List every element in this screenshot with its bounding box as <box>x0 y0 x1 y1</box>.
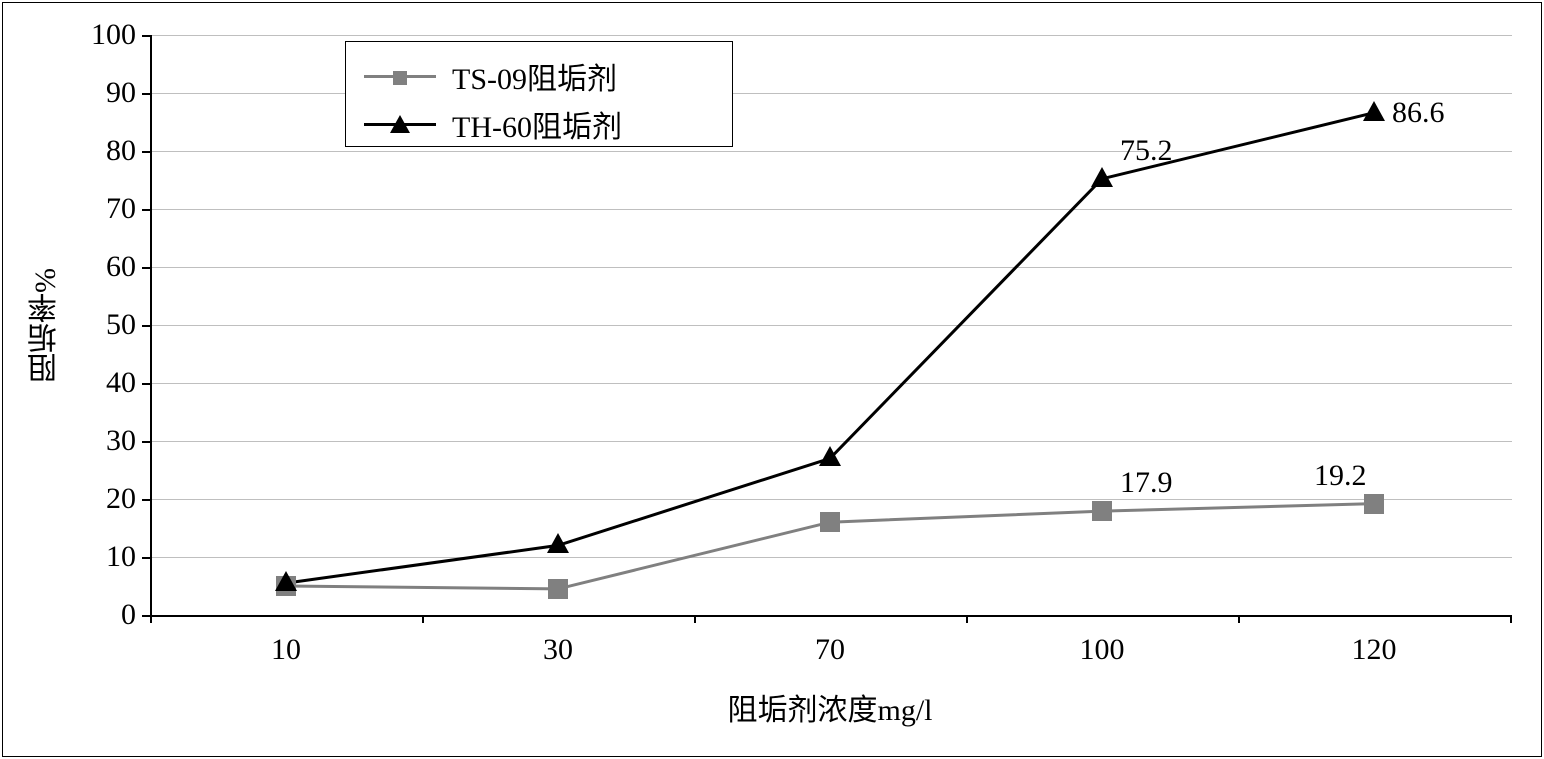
triangle-shape <box>1363 101 1385 121</box>
y-tick-label: 70 <box>106 192 136 226</box>
y-tick-label: 100 <box>91 18 136 52</box>
marker-square <box>820 512 840 532</box>
x-tickmark <box>694 615 696 623</box>
x-tick-label: 70 <box>815 633 845 667</box>
data-label: 86.6 <box>1392 96 1445 130</box>
data-label: 75.2 <box>1120 134 1173 168</box>
y-tickmark <box>142 209 150 211</box>
x-tickmark <box>150 615 152 623</box>
x-tick-label: 10 <box>271 633 301 667</box>
y-tickmark <box>142 151 150 153</box>
x-tick-label: 30 <box>543 633 573 667</box>
y-tick-label: 0 <box>121 598 136 632</box>
gridline-h <box>152 151 1512 152</box>
x-tick-label: 120 <box>1352 633 1397 667</box>
gridline-h <box>152 325 1512 326</box>
gridline-h <box>152 441 1512 442</box>
gridline-h <box>152 35 1512 36</box>
triangle-shape <box>819 446 841 466</box>
gridline-h <box>152 267 1512 268</box>
legend: TS-09阻垢剂TH-60阻垢剂 <box>345 41 733 147</box>
triangle-shape <box>275 571 297 591</box>
y-axis-title: 阻垢率% <box>24 268 68 383</box>
gridline-h <box>152 557 1512 558</box>
y-tickmark <box>142 615 150 617</box>
gridline-h <box>152 499 1512 500</box>
gridline-h <box>152 209 1512 210</box>
gridline-h <box>152 383 1512 384</box>
y-tickmark <box>142 35 150 37</box>
legend-label: TH-60阻垢剂 <box>452 102 622 146</box>
legend-row: TS-09阻垢剂 <box>364 52 617 100</box>
y-tickmark <box>142 267 150 269</box>
x-tick-label: 100 <box>1080 633 1125 667</box>
x-axis-title: 阻垢剂浓度mg/l <box>727 685 932 729</box>
y-tickmark <box>142 441 150 443</box>
y-tick-label: 40 <box>106 366 136 400</box>
y-tick-label: 80 <box>106 134 136 168</box>
x-tickmark <box>1238 615 1240 623</box>
y-tick-label: 60 <box>106 250 136 284</box>
y-tickmark <box>142 499 150 501</box>
legend-marker-square <box>393 71 407 85</box>
legend-line-sample <box>364 75 436 78</box>
marker-square <box>548 579 568 599</box>
y-tickmark <box>142 383 150 385</box>
x-tickmark <box>966 615 968 623</box>
x-tickmark <box>422 615 424 623</box>
legend-marker-triangle <box>390 115 410 133</box>
y-tick-label: 20 <box>106 482 136 516</box>
y-tick-label: 90 <box>106 76 136 110</box>
marker-square <box>1364 494 1384 514</box>
legend-line-sample <box>364 123 436 126</box>
y-tickmark <box>142 93 150 95</box>
marker-square <box>1092 501 1112 521</box>
data-label: 17.9 <box>1120 466 1173 500</box>
y-tick-label: 50 <box>106 308 136 342</box>
x-tickmark <box>1510 615 1512 623</box>
data-label: 19.2 <box>1314 459 1367 493</box>
chart-root: 0 10 20 30 40 50 60 70 80 90 100 10 30 70 100 120 阻垢剂浓度m… <box>0 0 1544 759</box>
triangle-shape <box>1091 167 1113 187</box>
y-tick-label: 30 <box>106 424 136 458</box>
y-tickmark <box>142 325 150 327</box>
triangle-shape <box>547 533 569 553</box>
y-tickmark <box>142 557 150 559</box>
legend-label: TS-09阻垢剂 <box>452 54 617 98</box>
y-tick-label: 10 <box>106 540 136 574</box>
legend-row: TH-60阻垢剂 <box>364 100 622 148</box>
